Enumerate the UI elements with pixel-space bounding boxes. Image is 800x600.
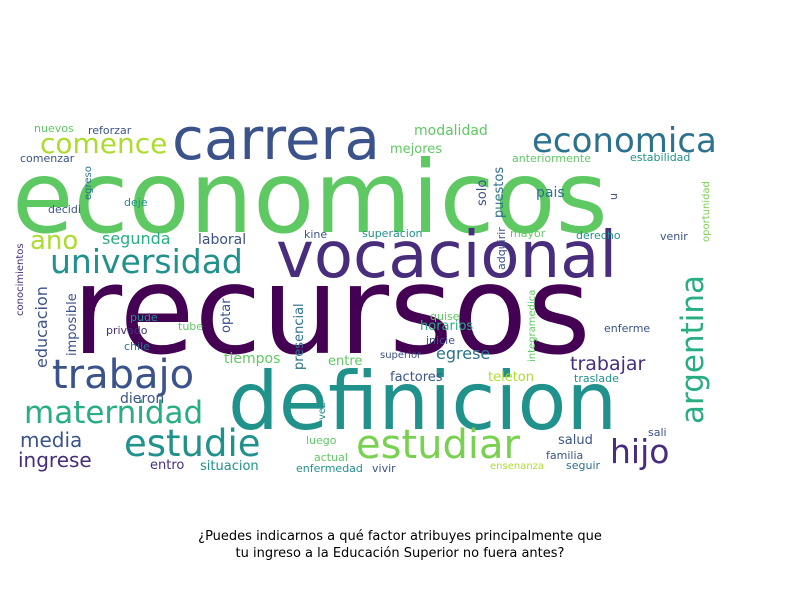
figure-caption: ¿Puedes indicarnos a qué factor atribuye… [0,528,800,562]
cloud-word: media [20,428,83,452]
cloud-word: adquirir [495,227,508,270]
cloud-word: estudie [124,422,261,465]
cloud-word: universidad [50,242,243,281]
cloud-word: carrera [172,105,380,173]
cloud-word: inicie [426,334,455,347]
cloud-word: economicos [12,139,608,256]
cloud-word: sali [648,426,667,439]
cloud-word: egrese [436,344,491,363]
cloud-word: anteriormente [512,152,591,165]
cloud-word: mayor [510,227,546,240]
cloud-word: actual [314,451,348,464]
cloud-word: chile [124,340,150,353]
cloud-word: luego [306,434,337,447]
cloud-word: seguir [566,459,601,472]
cloud-word: traslade [574,372,619,385]
cloud-word: entre [328,354,363,369]
cloud-word: derecho [576,229,621,242]
cloud-word: situacion [200,459,259,474]
cloud-word: decidi [48,203,81,216]
cloud-word: trabajo [52,352,195,398]
cloud-word: familia [546,449,584,462]
cloud-word: vocacional [276,219,618,293]
cloud-word: recursos [72,240,591,382]
cloud-word: egreso [83,166,94,200]
cloud-word: integramedica [527,289,538,362]
cloud-word: economica [532,121,717,161]
cloud-word: ano [30,226,79,256]
cloud-word: pais [536,185,565,201]
cloud-word: argentina [675,274,711,424]
cloud-word: pude [130,311,158,324]
cloud-word: vez [317,402,328,420]
cloud-word: ingrese [18,448,92,472]
cloud-word: optar [219,298,234,333]
cloud-word: puestos [492,166,507,218]
cloud-word: modalidad [414,123,488,139]
cloud-word: vivir [372,462,396,475]
cloud-word: tube [178,320,204,333]
cloud-word: laboral [198,232,247,248]
cloud-word: oportunidad [701,181,712,242]
cloud-word: comenzar [20,152,75,165]
cloud-word: deje [124,196,148,209]
cloud-word: quise [430,310,460,323]
cloud-word: enferme [604,322,651,335]
cloud-word: solo [475,179,490,206]
cloud-word: horarios [420,319,474,334]
cloud-word: maternidad [24,395,204,431]
cloud-word: privado [106,324,148,337]
cloud-word: comence [40,127,168,160]
cloud-word: reforzar [88,124,132,137]
cloud-word: tiempos [224,351,281,367]
cloud-word: segunda [102,229,171,248]
cloud-word: estabilidad [630,151,691,164]
cloud-word: enfermedad [296,462,363,475]
cloud-word: hijo [610,432,670,471]
cloud-word: superior [380,350,422,361]
cloud-word: trabajar [570,353,646,375]
cloud-word: venir [660,230,688,243]
cloud-word: presencial [292,303,307,370]
caption-line-1: ¿Puedes indicarnos a qué factor atribuye… [198,529,602,544]
cloud-word: conocimientos [15,243,26,316]
caption-line-2: tu ingreso a la Educación Superior no fu… [235,546,565,561]
cloud-word: imposible [65,293,80,356]
cloud-word: estudiar [356,422,520,468]
cloud-word: teleton [488,370,534,385]
cloud-word: dieron [120,391,165,407]
cloud-word: kine [304,228,328,241]
cloud-word: nuevos [34,122,74,135]
cloud-word: definicion [228,355,618,448]
cloud-word: factores [390,370,443,385]
cloud-word: ensenanza [490,461,545,472]
cloud-word: superacion [362,227,423,240]
cloud-word: entro [150,458,185,473]
cloud-word: educacion [32,286,51,368]
cloud-word: u [607,193,620,200]
cloud-word: salud [558,433,593,448]
cloud-word: mejores [390,142,443,157]
